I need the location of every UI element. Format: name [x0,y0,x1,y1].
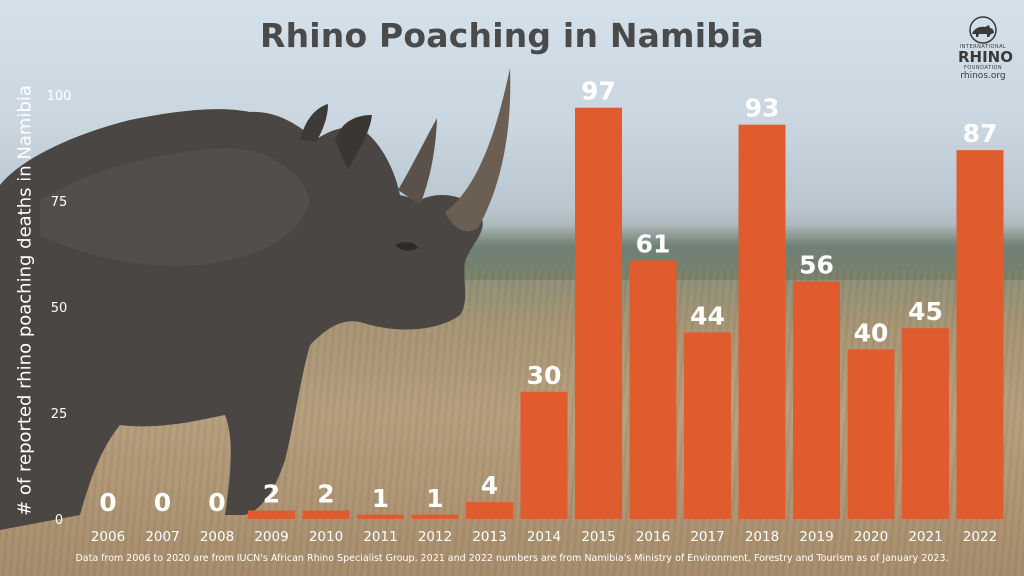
logo-text-international: INTERNATIONAL [959,44,1007,50]
x-tick-label-2007: 2007 [145,529,179,545]
data-labels: 0 0 0 2 2 1 1 4 30 97 61 44 93 56 40 45 87 [99,77,997,517]
data-label-2009: 2 [263,480,280,509]
data-label-2007: 0 [154,488,171,517]
x-tick-label-2017: 2017 [690,529,724,545]
y-axis-ticks: 0 25 50 75 100 [47,89,72,528]
x-tick-label-2006: 2006 [91,529,125,545]
x-tick-label-2011: 2011 [363,529,397,545]
bar-2016 [629,260,677,519]
y-tick-label: 0 [55,513,63,528]
x-tick-label-2016: 2016 [636,529,670,545]
logo-text-foundation: FOUNDATION [963,65,1003,71]
data-label-2022: 87 [963,119,998,148]
bar-2014 [520,391,568,519]
bar-2021 [902,328,949,519]
x-tick-label-2022: 2022 [963,529,997,545]
data-label-2016: 61 [636,229,671,258]
bar-2020 [847,349,895,519]
data-label-2006: 0 [99,488,116,517]
x-tick-label-2014: 2014 [527,529,561,545]
x-tick-label-2008: 2008 [200,529,234,545]
logo-url[interactable]: rhinos.org [960,71,1006,81]
data-label-2011: 1 [372,484,389,513]
x-tick-label-2019: 2019 [799,529,833,545]
x-tick-label-2009: 2009 [254,529,288,545]
bar-2019 [793,281,840,519]
bar-2015 [575,107,622,519]
y-axis-label: # of reported rhino poaching deaths in N… [14,85,36,516]
y-tick-label: 75 [51,195,68,210]
x-tick-label-2020: 2020 [854,529,888,545]
data-label-2020: 40 [854,318,889,347]
data-label-2017: 44 [690,301,725,330]
chart-title: Rhino Poaching in Namibia [259,16,765,55]
x-tick-label-2013: 2013 [472,529,506,545]
bars [248,107,1004,520]
bar-2017 [684,332,731,519]
data-label-2015: 97 [581,77,616,106]
data-label-2021: 45 [908,297,943,326]
bar-2013 [466,502,513,519]
data-label-2019: 56 [799,251,834,280]
rhino-foundation-logo[interactable]: INTERNATIONAL RHINO FOUNDATION rhinos.or… [958,16,1013,82]
bar-2011 [357,514,404,519]
x-axis-ticks: 2006 2007 2008 2009 2010 2011 2012 2013 2014 2015… [91,529,997,545]
rhino-icon [969,16,997,44]
y-tick-label: 100 [47,89,72,104]
y-tick-label: 25 [51,407,68,422]
data-label-2012: 1 [426,484,443,513]
data-label-2014: 30 [527,361,562,390]
bar-2010 [302,510,350,519]
background-treeline [420,225,1024,280]
x-tick-label-2012: 2012 [418,529,452,545]
x-tick-label-2021: 2021 [908,529,942,545]
bar-2018 [738,124,786,520]
data-label-2008: 0 [208,488,225,517]
x-tick-label-2010: 2010 [309,529,343,545]
x-tick-label-2015: 2015 [581,529,615,545]
bar-2012 [411,514,459,519]
y-tick-label: 50 [51,301,68,316]
logo-text-rhino: RHINO [958,48,1013,66]
source-footnote: Data from 2006 to 2020 are from IUCN's A… [75,553,949,564]
bar-2022 [956,150,1004,519]
data-label-2010: 2 [317,480,334,509]
bar-2009 [248,510,295,519]
x-tick-label-2018: 2018 [745,529,779,545]
data-label-2018: 93 [745,94,780,123]
rhino-silhouette [0,68,511,530]
data-label-2013: 4 [481,471,498,500]
